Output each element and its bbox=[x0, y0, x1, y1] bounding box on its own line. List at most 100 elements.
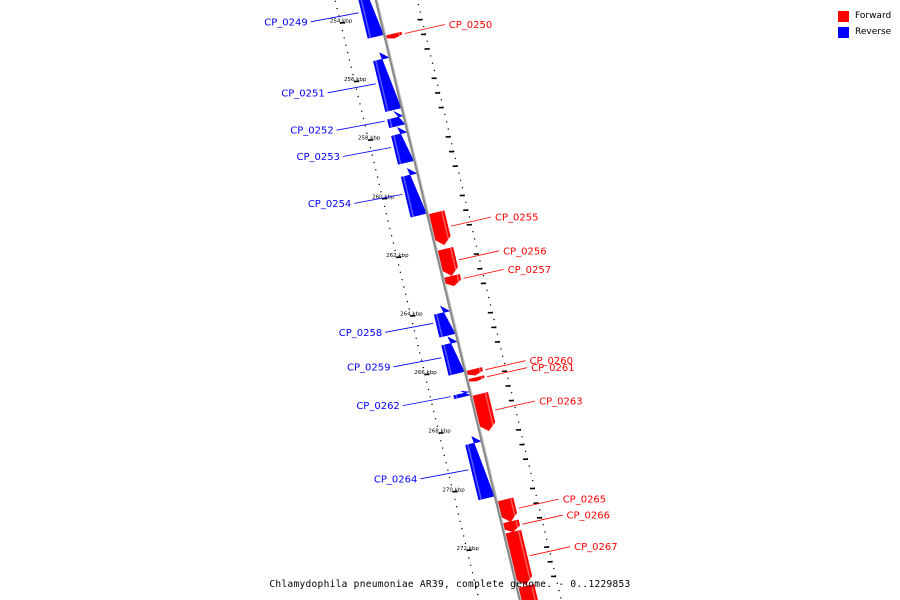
gene-cp-0252 bbox=[387, 111, 406, 129]
guide-dot bbox=[496, 333, 499, 335]
gene-leader-line bbox=[463, 269, 504, 279]
gene-highlight bbox=[441, 338, 452, 375]
guide-dot bbox=[364, 125, 366, 127]
guide-dot bbox=[355, 88, 358, 90]
guide-dot bbox=[366, 132, 368, 134]
tick-label: 262 kbp bbox=[386, 253, 409, 259]
guide-dot bbox=[405, 293, 407, 295]
guide-dot bbox=[375, 169, 377, 171]
guide-dot bbox=[459, 179, 462, 182]
guide-dot bbox=[473, 579, 475, 581]
guide-dot bbox=[445, 462, 447, 464]
gene-leader-line bbox=[404, 24, 445, 34]
guide-dot bbox=[427, 388, 430, 391]
guide-dot bbox=[464, 542, 467, 545]
guide-dot bbox=[433, 69, 435, 72]
gene-highlight bbox=[465, 437, 482, 500]
gene-leader-line bbox=[342, 147, 392, 157]
guide-dot bbox=[426, 381, 428, 383]
guide-dot bbox=[422, 366, 424, 369]
guide-dot bbox=[532, 480, 534, 482]
gene-highlight bbox=[509, 498, 517, 521]
gene-cp-0262 bbox=[453, 390, 471, 400]
forward-swatch bbox=[838, 10, 849, 22]
gene-label: CP_0253 bbox=[297, 152, 340, 163]
guide-dot bbox=[454, 498, 456, 501]
legend-reverse: Reverse bbox=[838, 25, 891, 39]
guide-dot bbox=[539, 509, 541, 511]
gene-label: CP_0254 bbox=[308, 199, 351, 210]
gene-label: CP_0257 bbox=[508, 265, 551, 276]
legend-forward: Forward bbox=[838, 9, 891, 23]
guide-dot bbox=[383, 205, 386, 208]
guide-dot bbox=[343, 37, 345, 39]
guide-dot bbox=[558, 589, 560, 592]
tick-label: 272 kbp bbox=[456, 546, 479, 552]
gene-label: CP_0250 bbox=[449, 20, 492, 31]
guide-dot bbox=[507, 377, 509, 379]
guide-dot bbox=[397, 264, 400, 266]
guide-dot bbox=[521, 436, 523, 438]
guide-dot bbox=[437, 84, 439, 86]
gene-leader-line bbox=[487, 367, 528, 378]
gene-highlight bbox=[441, 211, 451, 244]
guide-dot bbox=[461, 528, 463, 530]
guide-dot bbox=[433, 410, 435, 413]
gene-highlight bbox=[391, 128, 402, 164]
guide-dot bbox=[472, 231, 474, 233]
gene-leader-line bbox=[420, 469, 469, 480]
guide-dot bbox=[357, 95, 359, 98]
guide-dot bbox=[486, 289, 488, 291]
guide-dot bbox=[468, 216, 471, 218]
guide-dot bbox=[445, 121, 448, 123]
guide-dot bbox=[406, 300, 409, 303]
gene-highlight bbox=[401, 169, 414, 217]
guide-dot bbox=[394, 249, 396, 252]
guide-dot bbox=[389, 227, 391, 230]
gene-label: CP_0251 bbox=[281, 88, 324, 99]
gene-label: CP_0258 bbox=[339, 328, 382, 339]
guide-dot bbox=[553, 567, 555, 570]
gene-highlight bbox=[530, 584, 536, 600]
guide-dot bbox=[474, 238, 476, 240]
gene-highlight bbox=[373, 53, 389, 112]
guide-dot bbox=[430, 55, 432, 57]
guide-dot bbox=[528, 465, 530, 467]
gene-highlight bbox=[456, 274, 461, 285]
gene-highlight bbox=[480, 376, 483, 380]
guide-dot bbox=[479, 260, 481, 262]
guide-dot bbox=[450, 484, 453, 486]
gene-leader-line bbox=[393, 357, 442, 368]
guide-dot bbox=[444, 113, 446, 116]
guide-dot bbox=[420, 359, 423, 361]
gene-highlight bbox=[449, 247, 458, 275]
guide-dot bbox=[546, 538, 548, 540]
guide-dot bbox=[489, 304, 492, 306]
guide-dot bbox=[431, 62, 434, 64]
guide-dot bbox=[510, 392, 513, 394]
gene-label: CP_0267 bbox=[574, 542, 617, 553]
guide-dot bbox=[500, 348, 502, 350]
guide-dot bbox=[345, 44, 347, 46]
legend-reverse-label: Reverse bbox=[855, 27, 892, 37]
guide-dot bbox=[376, 176, 379, 178]
guide-dot bbox=[341, 29, 344, 32]
guide-dot bbox=[514, 406, 516, 409]
gene-label: CP_0263 bbox=[539, 397, 582, 408]
guide-dot bbox=[447, 469, 449, 471]
guide-dot bbox=[380, 191, 382, 193]
guide-dot bbox=[470, 564, 472, 566]
reverse-swatch bbox=[838, 26, 849, 38]
legend-forward-label: Forward bbox=[855, 11, 892, 21]
guide-dot bbox=[403, 286, 405, 288]
guide-dot bbox=[362, 117, 365, 120]
guide-dot bbox=[465, 201, 467, 204]
gene-label: CP_0260 bbox=[530, 356, 573, 367]
guide-dot bbox=[475, 245, 478, 247]
guide-dot bbox=[373, 161, 375, 164]
guide-dot bbox=[431, 403, 433, 405]
gene-cp-0253 bbox=[391, 126, 415, 165]
guide-dot bbox=[471, 572, 474, 574]
guide-dot bbox=[336, 7, 338, 10]
